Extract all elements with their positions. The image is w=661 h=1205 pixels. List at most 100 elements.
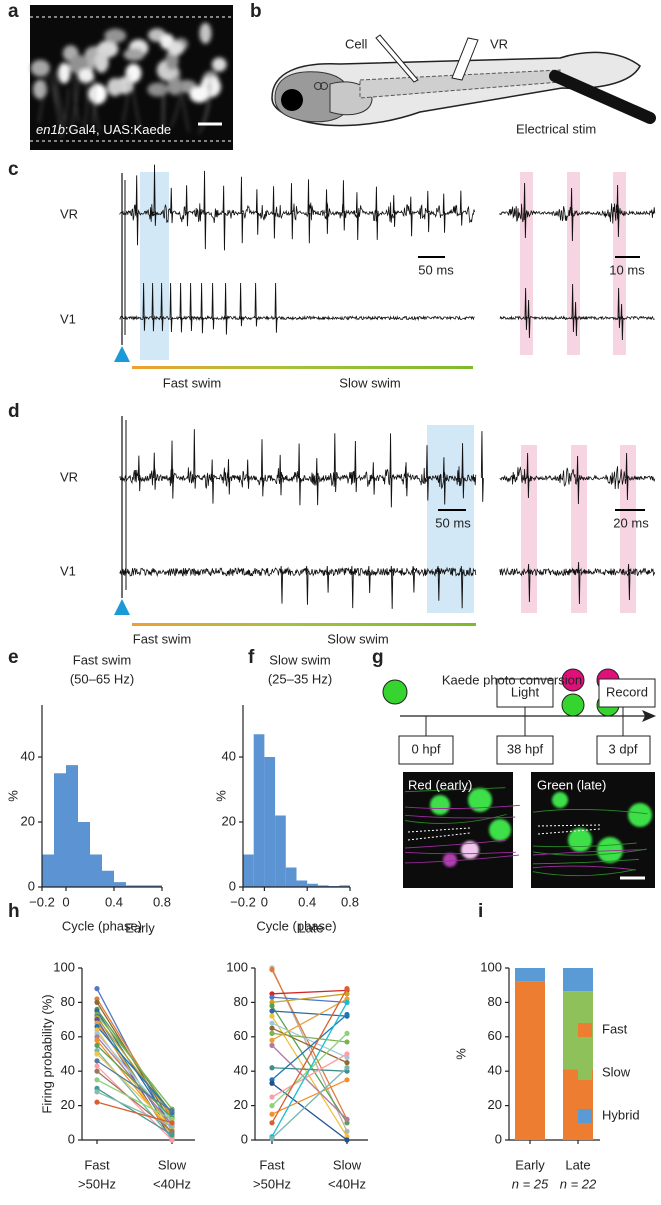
- spike: [372, 462, 376, 495]
- point: [94, 1058, 100, 1064]
- panel-label: h: [8, 901, 20, 922]
- series-line: [96, 1017, 173, 1117]
- y-tick-label: 40: [488, 1063, 502, 1078]
- y-tick-label: 60: [234, 1028, 248, 1043]
- point: [269, 994, 275, 1000]
- point: [269, 1030, 275, 1036]
- y-axis-label: %: [453, 1048, 468, 1060]
- neurite: [532, 848, 647, 856]
- point: [344, 986, 350, 992]
- spike: [239, 282, 243, 327]
- spike: [526, 452, 530, 499]
- series-line: [271, 988, 348, 1124]
- trace: [499, 466, 656, 490]
- cell: [552, 792, 568, 808]
- bar: [317, 885, 329, 887]
- x-tick-sublabel: <40Hz: [153, 1176, 191, 1191]
- bar: [296, 880, 308, 887]
- series-line: [96, 1101, 173, 1124]
- y-tick-label: 20: [222, 813, 236, 828]
- genotype-italic: en1b: [36, 122, 65, 137]
- otic-vesicle: [320, 82, 328, 90]
- series-line: [96, 1044, 173, 1119]
- spike: [577, 561, 581, 605]
- x-tick-label: Slow: [333, 1157, 362, 1172]
- cell-body: [88, 83, 107, 105]
- spike: [307, 179, 311, 244]
- label: 3 dpf: [609, 741, 638, 756]
- spike: [280, 565, 284, 604]
- stim-electrode: [549, 70, 656, 124]
- spike: [279, 454, 283, 496]
- label: Cell: [345, 36, 368, 51]
- x-tick-label: Slow: [158, 1157, 187, 1172]
- spike: [227, 459, 231, 495]
- cell-body: [30, 59, 50, 77]
- series-line: [271, 1022, 348, 1059]
- bar-segment: [563, 968, 593, 992]
- spike: [179, 282, 183, 333]
- neurite: [532, 865, 637, 871]
- label: Red (early): [408, 777, 472, 792]
- x-tick-label: −0.2: [29, 894, 55, 909]
- spike: [442, 457, 446, 505]
- x-tick-label: 0.8: [341, 894, 359, 909]
- spike: [325, 189, 329, 234]
- cell-body: [167, 77, 183, 96]
- cell-body: [107, 77, 123, 97]
- neurite: [532, 809, 648, 815]
- label: Slow swim: [339, 375, 400, 390]
- bar: [42, 854, 54, 887]
- label: 50 ms: [418, 262, 454, 277]
- neurite: [55, 70, 65, 121]
- label: 0 hpf: [412, 741, 441, 756]
- spike: [620, 303, 624, 341]
- panel-label: f: [248, 647, 255, 668]
- point: [269, 1037, 275, 1043]
- series-line: [96, 1050, 173, 1139]
- point: [269, 1135, 275, 1141]
- legend-swatch: [578, 1023, 592, 1037]
- point: [169, 1120, 175, 1126]
- neurite: [74, 72, 80, 123]
- neurite: [92, 74, 95, 125]
- arrowhead: [642, 710, 656, 722]
- spike: [574, 301, 578, 337]
- label: Slow swim: [327, 631, 388, 646]
- y-tick-label: 80: [488, 994, 502, 1009]
- y-tick-label: 0: [495, 1131, 502, 1146]
- point: [344, 1128, 350, 1134]
- panel-label: e: [8, 647, 19, 668]
- panel-label: i: [478, 901, 483, 922]
- series-line: [96, 1091, 173, 1127]
- x-tick-label: Fast: [259, 1157, 285, 1172]
- point: [269, 1013, 275, 1019]
- x-axis-label: Cycle (phase): [256, 918, 336, 933]
- spike: [459, 190, 463, 226]
- y-axis-label: %: [213, 790, 228, 802]
- neurite: [532, 842, 637, 848]
- spike: [404, 462, 408, 497]
- spike: [527, 299, 531, 339]
- point: [94, 986, 100, 992]
- label: 20 ms: [613, 515, 649, 530]
- neurite: [162, 85, 166, 136]
- trace: [119, 202, 475, 224]
- label: VR: [490, 36, 508, 51]
- spike: [576, 455, 580, 505]
- spike: [436, 565, 440, 601]
- spike: [333, 433, 337, 493]
- cell: [597, 837, 623, 863]
- point: [169, 1132, 175, 1138]
- box: [496, 735, 554, 765]
- y-axis-label: %: [5, 790, 20, 802]
- spike: [617, 287, 621, 329]
- bar: [114, 882, 126, 887]
- spike: [375, 186, 379, 240]
- box: [496, 678, 554, 708]
- spike: [390, 565, 394, 609]
- spike: [480, 431, 484, 502]
- spike: [625, 452, 629, 501]
- label: Kaede photo conversion: [442, 672, 582, 687]
- traces: [119, 164, 656, 609]
